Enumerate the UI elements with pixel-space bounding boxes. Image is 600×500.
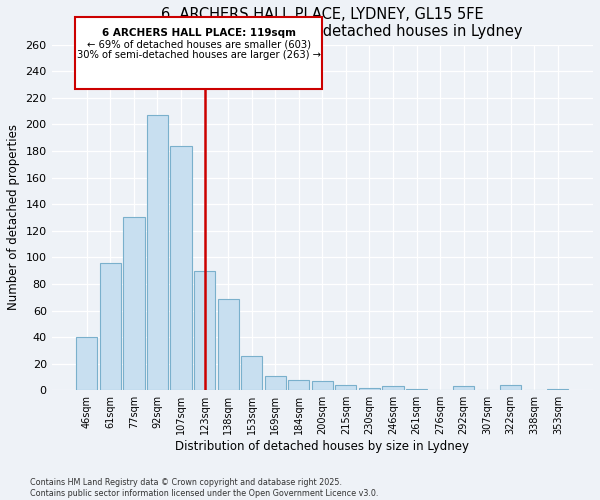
X-axis label: Distribution of detached houses by size in Lydney: Distribution of detached houses by size …	[175, 440, 469, 453]
Bar	[241, 356, 262, 390]
Bar	[288, 380, 310, 390]
Bar	[453, 386, 474, 390]
Bar	[547, 389, 568, 390]
Bar	[406, 389, 427, 390]
Bar	[500, 385, 521, 390]
Bar	[382, 386, 404, 390]
Title: 6, ARCHERS HALL PLACE, LYDNEY, GL15 5FE
Size of property relative to detached ho: 6, ARCHERS HALL PLACE, LYDNEY, GL15 5FE …	[122, 7, 522, 40]
Bar	[265, 376, 286, 390]
Bar	[359, 388, 380, 390]
Bar	[76, 337, 97, 390]
Y-axis label: Number of detached properties: Number of detached properties	[7, 124, 20, 310]
Bar	[100, 262, 121, 390]
Text: Contains HM Land Registry data © Crown copyright and database right 2025.
Contai: Contains HM Land Registry data © Crown c…	[30, 478, 379, 498]
Bar	[124, 218, 145, 390]
Bar	[194, 270, 215, 390]
Text: ← 69% of detached houses are smaller (603): ← 69% of detached houses are smaller (60…	[86, 40, 311, 50]
Bar	[170, 146, 191, 390]
Bar	[335, 385, 356, 390]
Text: 30% of semi-detached houses are larger (263) →: 30% of semi-detached houses are larger (…	[77, 50, 320, 60]
Text: 6 ARCHERS HALL PLACE: 119sqm: 6 ARCHERS HALL PLACE: 119sqm	[101, 28, 296, 38]
Bar	[218, 298, 239, 390]
Bar	[312, 381, 333, 390]
Bar	[147, 115, 168, 390]
